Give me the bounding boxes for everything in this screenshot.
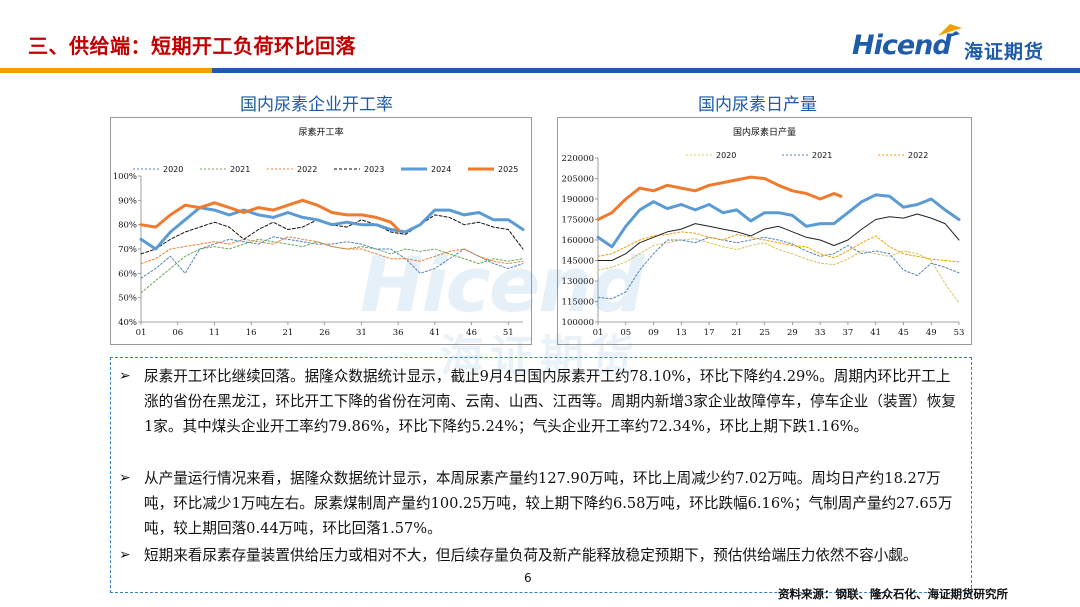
y-tick-label: 90% <box>118 196 137 206</box>
x-tick-label: 36 <box>393 328 404 338</box>
chart-title: 尿素开工率 <box>298 126 343 138</box>
x-tick-label: 13 <box>676 328 687 338</box>
x-tick-label: 01 <box>136 328 147 338</box>
legend-label-2022: 2022 <box>297 165 317 174</box>
x-tick-label: 29 <box>787 328 798 338</box>
bullet-text: 短期来看尿素存量装置供给压力或相对不大，但后续存量负荷及新产能释放稳定预期下，预… <box>144 547 918 564</box>
y-tick-label: 205000 <box>562 175 594 185</box>
series-line-2021 <box>140 238 524 294</box>
bullet-2: ➢ 从产量运行情况来看，据隆众数据统计显示，本周尿素产量约127.90万吨，环比… <box>119 466 965 541</box>
y-tick-label: 40% <box>118 318 137 328</box>
chart-title: 国内尿素日产量 <box>733 126 796 138</box>
legend-label-2020: 2020 <box>716 151 736 160</box>
logo-bird-icon <box>938 24 962 38</box>
y-tick-label: 50% <box>118 294 137 304</box>
header-bar: 三、供给端：短期开工负荷环比回落 Hicend 海证期货 <box>0 0 1080 73</box>
y-tick-label: 130000 <box>562 277 594 287</box>
logo-cn-text: 海证期货 <box>964 41 1045 63</box>
x-tick-label: 33 <box>815 328 826 338</box>
bullet-3: ➢ 短期来看尿素存量装置供给压力或相对不大，但后续存量负荷及新产能释放稳定预期下… <box>119 543 965 568</box>
x-tick-label: 21 <box>283 328 294 338</box>
series-line-2025 <box>596 175 843 221</box>
series-line-2024 <box>596 193 961 249</box>
x-tick-label: 53 <box>954 328 965 338</box>
bullet-text: 从产量运行情况来看，据隆众数据统计显示，本周尿素产量约127.90万吨，环比上周… <box>144 470 953 537</box>
y-tick-label: 145000 <box>562 257 594 267</box>
analysis-box: ➢ 尿素开工环比继续回落。据隆众数据统计显示，截止9月4日国内尿素开工约78.1… <box>110 357 972 593</box>
series-line-2025 <box>139 198 400 231</box>
right-chart-frame: 国内尿素日产量202020212022202320242025100000115… <box>557 117 1080 345</box>
series-line-2023 <box>597 213 960 261</box>
bullet-arrow-icon: ➢ <box>119 368 131 384</box>
x-tick-label: 45 <box>898 328 909 338</box>
x-tick-label: 09 <box>648 328 659 338</box>
header-stripe-blue <box>212 68 1080 73</box>
legend-label-2025: 2025 <box>498 165 518 174</box>
bullet-arrow-icon: ➢ <box>119 470 131 486</box>
x-tick-label: 17 <box>704 328 715 338</box>
x-tick-label: 51 <box>503 328 514 338</box>
y-tick-label: 70% <box>118 245 137 255</box>
y-tick-label: 100% <box>113 172 137 182</box>
legend-label-2021: 2021 <box>812 151 832 160</box>
x-tick-label: 05 <box>620 328 631 338</box>
source-note: 资料来源：钢联、隆众石化、海证期货研究所 <box>778 587 1008 601</box>
x-tick-label: 21 <box>731 328 742 338</box>
x-tick-label: 25 <box>759 328 770 338</box>
series-line-2021 <box>597 236 960 300</box>
legend-label-2020: 2020 <box>163 165 183 174</box>
y-tick-label: 220000 <box>562 154 594 164</box>
bullet-arrow-icon: ➢ <box>119 547 131 563</box>
legend-label-2022: 2022 <box>908 151 928 160</box>
page-title: 三、供给端：短期开工负荷环比回落 <box>28 34 356 58</box>
x-tick-label: 46 <box>466 328 477 338</box>
y-tick-label: 100000 <box>562 318 594 328</box>
left-chart-frame: 尿素开工率 2020 2021 2022 2023 2024 2025 40% 50% 60% 70… <box>110 117 532 345</box>
x-tick-label: 26 <box>319 328 330 338</box>
series-line-2023 <box>140 214 524 255</box>
logo-wordmark: Hicend <box>852 30 952 61</box>
x-tick-label: 41 <box>429 328 440 338</box>
x-tick-label: 41 <box>870 328 881 338</box>
series-line-2020 <box>140 236 524 279</box>
y-tick-label: 80% <box>118 221 137 231</box>
x-tick-label: 16 <box>246 328 257 338</box>
y-tick-label: 115000 <box>562 298 594 308</box>
series-line-2022 <box>140 236 524 265</box>
x-tick-label: 49 <box>926 328 937 338</box>
y-tick-label: 60% <box>118 269 137 279</box>
x-tick-label: 01 <box>593 328 604 338</box>
series-line-2024 <box>139 206 525 251</box>
series-line-2020 <box>597 238 960 304</box>
legend-label-2021: 2021 <box>230 165 250 174</box>
legend-label-2024: 2024 <box>431 165 451 174</box>
y-tick-label: 175000 <box>562 216 594 226</box>
right-chart-heading: 国内尿素日产量 <box>698 95 817 115</box>
daily-output-chart: 国内尿素日产量202020212022202320242025100000115… <box>562 126 1080 338</box>
bullet-1: ➢ 尿素开工环比继续回落。据隆众数据统计显示，截止9月4日国内尿素开工约78.1… <box>119 364 965 439</box>
x-tick-label: 06 <box>172 328 183 338</box>
y-tick-label: 190000 <box>562 195 594 205</box>
x-tick-label: 11 <box>209 328 220 338</box>
header-stripe-orange <box>0 68 212 73</box>
utilization-chart: 尿素开工率 2020 2021 2022 2023 2024 2025 40% 50% 60% 70… <box>113 126 525 338</box>
page-number: 6 <box>524 571 532 585</box>
x-tick-label: 31 <box>356 328 367 338</box>
x-tick-label: 37 <box>843 328 854 338</box>
y-tick-label: 160000 <box>562 236 594 246</box>
series-line-2022 <box>597 231 960 263</box>
bullet-text: 尿素开工环比继续回落。据隆众数据统计显示，截止9月4日国内尿素开工约78.10%… <box>144 368 956 435</box>
hicend-logo: Hicend 海证期货 <box>852 22 1062 66</box>
left-chart-heading: 国内尿素企业开工率 <box>240 95 393 115</box>
legend-label-2023: 2023 <box>364 165 384 174</box>
